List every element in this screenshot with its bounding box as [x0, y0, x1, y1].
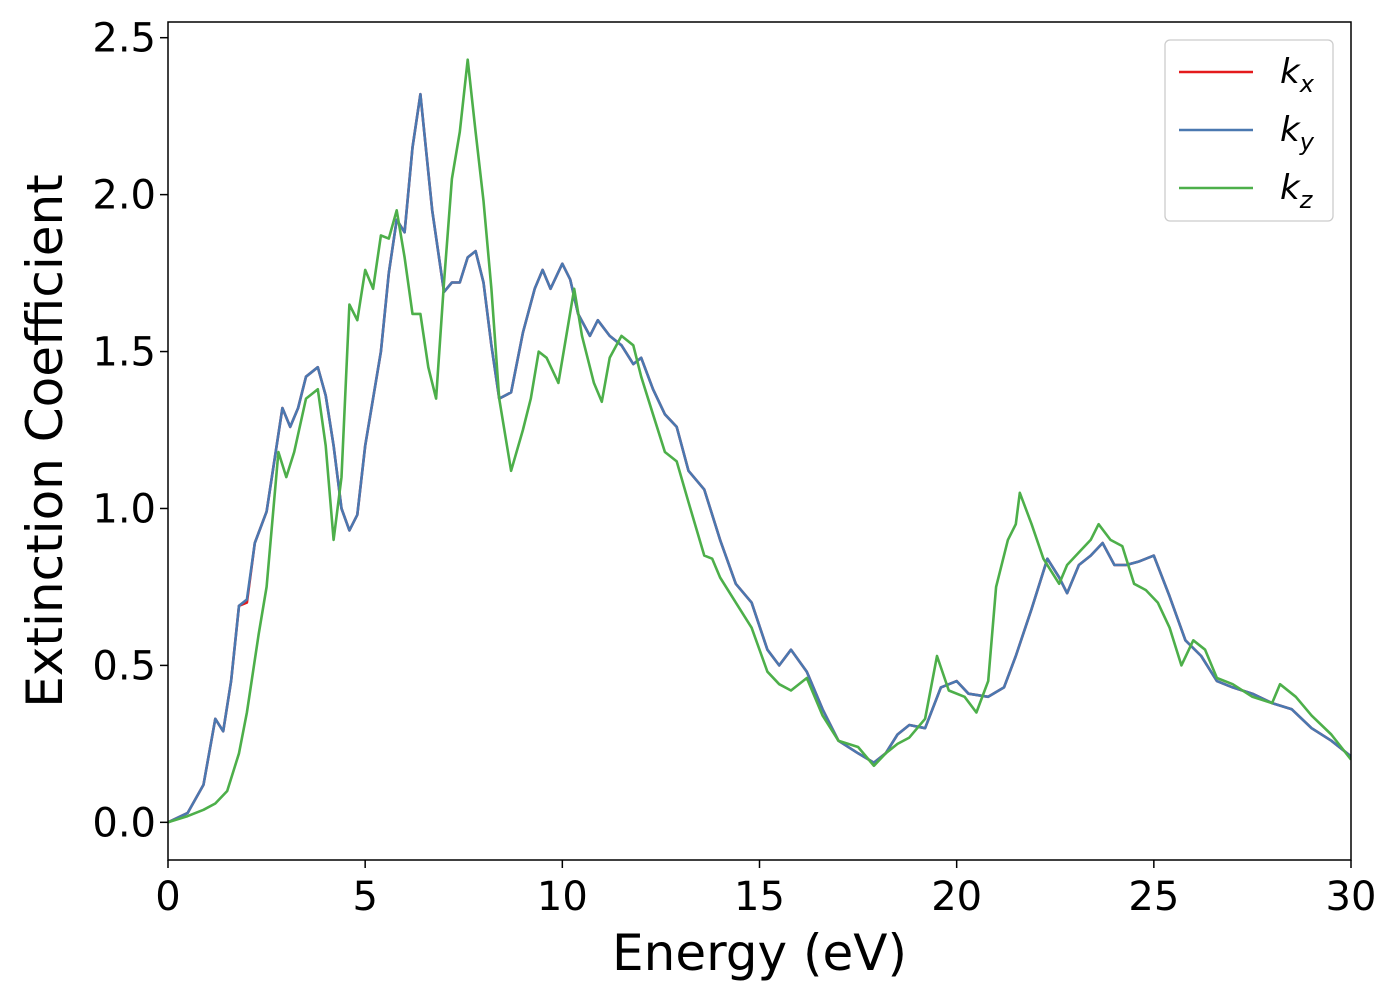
series-layer — [168, 58, 1351, 824]
y-tick-label: 2.5 — [92, 16, 156, 62]
y-tick-label: 1.5 — [92, 330, 156, 376]
y-axis-label: Extinction Coefficient — [16, 174, 74, 708]
legend-label-subscript: z — [1299, 186, 1314, 214]
legend-label-kx: kx — [1280, 52, 1315, 98]
legend-label-subscript: x — [1299, 70, 1315, 98]
x-tick-label: 30 — [1326, 874, 1377, 920]
y-tick-label: 2.0 — [92, 173, 156, 219]
legend-label-kz: kz — [1280, 168, 1314, 214]
legend-label-ky: ky — [1280, 110, 1315, 156]
x-tick-label: 20 — [931, 874, 982, 920]
legend-label-base: k — [1280, 52, 1301, 92]
legend-label-base: k — [1280, 110, 1301, 150]
x-axis-label: Energy (eV) — [612, 924, 907, 982]
legend-label-base: k — [1280, 168, 1301, 208]
x-axis-ticks: 0 5 10 15 20 25 30 — [155, 860, 1376, 920]
x-tick-label: 0 — [155, 874, 180, 920]
y-tick-label: 1.0 — [92, 486, 156, 532]
x-tick-label: 25 — [1128, 874, 1179, 920]
legend-label-subscript: y — [1299, 128, 1315, 156]
x-tick-label: 10 — [537, 874, 588, 920]
x-tick-label: 15 — [734, 874, 785, 920]
y-tick-label: 0.5 — [92, 643, 156, 689]
series-line-kz — [168, 58, 1351, 824]
y-tick-label: 0.0 — [92, 800, 156, 846]
x-tick-label: 5 — [352, 874, 377, 920]
y-axis-ticks: 0.0 0.5 1.0 1.5 2.0 2.5 — [92, 16, 168, 846]
